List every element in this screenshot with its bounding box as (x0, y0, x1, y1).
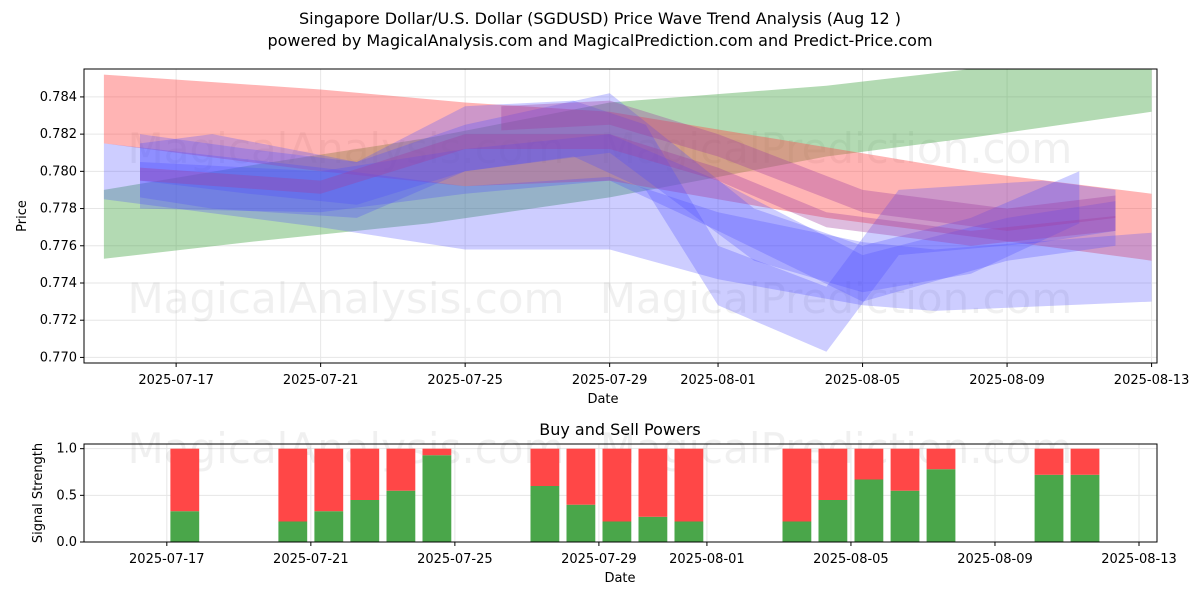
buy-sell-y-axis: 0.0 0.5 1.0 (56, 442, 84, 550)
price-y-tick-label: 0.782 (40, 127, 77, 142)
buy-sell-x-tick-label: 2025-08-13 (1101, 552, 1177, 567)
wave-band-blue (103, 143, 1152, 311)
watermark-text: MagicalAnalysis.com (128, 274, 565, 323)
buy-bar (1070, 474, 1100, 542)
buy-sell-x-axis: 2025-07-17 2025-07-21 2025-07-25 2025-07-29… (129, 542, 1177, 567)
buy-sell-plot: Buy and Sell Powers MagicalAnalysis.com M… (31, 420, 1177, 586)
buy-bar (1034, 474, 1064, 542)
buy-bar (818, 500, 848, 542)
sell-bar (674, 448, 704, 522)
price-x-tick-label: 2025-07-17 (138, 373, 214, 388)
price-x-tick-label: 2025-08-09 (969, 373, 1045, 388)
buy-sell-y-tick-label: 1.0 (56, 442, 77, 457)
buy-bar (854, 479, 884, 542)
buy-bar (386, 490, 416, 542)
sell-bar (314, 448, 344, 512)
wave-band-red (103, 74, 1152, 261)
watermark-text: MagicalPrediction.com (600, 274, 1073, 323)
price-x-axis-label: Date (587, 392, 618, 407)
sell-bar (530, 448, 560, 486)
wave-band-blue (140, 134, 1116, 302)
chart-subtitle: powered by MagicalAnalysis.com and Magic… (267, 31, 933, 50)
buy-sell-x-tick-label: 2025-08-01 (669, 552, 745, 567)
buy-sell-y-tick-label: 0.5 (56, 488, 77, 503)
buy-bar (926, 469, 956, 542)
price-x-tick-label: 2025-07-29 (572, 373, 648, 388)
wave-band-purple (501, 100, 1116, 231)
buy-sell-x-tick-label: 2025-07-17 (129, 552, 205, 567)
price-watermarks: MagicalAnalysis.com MagicalPrediction.com… (128, 124, 1073, 323)
price-y-axis-label: Price (15, 200, 30, 232)
price-x-tick-label: 2025-08-01 (680, 373, 756, 388)
price-x-axis: 2025-07-17 2025-07-21 2025-07-25 2025-07-29… (138, 363, 1189, 388)
wave-band-blue (140, 100, 1116, 352)
sell-bar (1034, 448, 1064, 475)
buy-bar (638, 516, 668, 542)
buy-bar (278, 521, 308, 542)
price-grid (84, 69, 1157, 363)
buy-bar (566, 504, 596, 542)
chart-title: Singapore Dollar/U.S. Dollar (SGDUSD) Pr… (298, 9, 902, 28)
buy-sell-x-tick-label: 2025-07-25 (417, 552, 493, 567)
price-y-tick-label: 0.774 (40, 276, 77, 291)
watermark-text: MagicalAnalysis.com (128, 424, 565, 473)
sell-bar (1070, 448, 1100, 475)
price-x-tick-label: 2025-08-13 (1114, 373, 1190, 388)
price-y-axis: 0.770 0.772 0.774 0.776 0.778 0.780 0.782 0.784 (40, 90, 84, 365)
price-y-tick-label: 0.778 (40, 202, 77, 217)
buy-sell-x-tick-label: 2025-07-29 (561, 552, 637, 567)
sell-bar (926, 448, 956, 470)
wave-band-green (103, 69, 1152, 259)
wave-band-blue (140, 93, 1080, 293)
sell-bar (422, 448, 452, 456)
buy-sell-x-tick-label: 2025-08-05 (813, 552, 889, 567)
sell-bar (350, 448, 380, 500)
buy-bar (890, 490, 920, 542)
buy-sell-x-axis-label: Date (604, 571, 635, 586)
price-plot-frame (83, 68, 1158, 364)
buy-bar (674, 521, 704, 542)
buy-sell-y-tick-label: 0.0 (56, 535, 77, 550)
price-y-tick-label: 0.770 (40, 350, 77, 365)
sell-bar (782, 448, 812, 522)
buy-bar (350, 500, 380, 542)
buy-sell-x-tick-label: 2025-07-21 (273, 552, 349, 567)
sell-bar (278, 448, 308, 522)
buy-sell-plot-frame (83, 443, 1158, 543)
price-y-tick-label: 0.780 (40, 164, 77, 179)
buy-bar (422, 455, 452, 542)
buy-sell-x-tick-label: 2025-08-09 (957, 552, 1033, 567)
price-x-tick-label: 2025-08-05 (825, 373, 901, 388)
buy-bar (602, 521, 632, 542)
price-y-tick-label: 0.776 (40, 239, 77, 254)
sell-bar (890, 448, 920, 491)
price-wave-plot: MagicalAnalysis.com MagicalPrediction.com… (15, 68, 1189, 407)
price-y-tick-label: 0.772 (40, 313, 77, 328)
watermark-text: MagicalPrediction.com (600, 124, 1073, 173)
buy-bar (782, 521, 812, 542)
buy-bar (170, 511, 200, 542)
price-x-tick-label: 2025-07-25 (427, 373, 503, 388)
sell-bar (638, 448, 668, 517)
buy-sell-bars (170, 448, 1100, 542)
sell-bar (386, 448, 416, 491)
buy-sell-title: Buy and Sell Powers (539, 420, 701, 439)
price-x-tick-label: 2025-07-21 (283, 373, 359, 388)
buy-sell-y-axis-label: Signal Strength (31, 443, 46, 543)
buy-bar (314, 511, 344, 542)
price-y-tick-label: 0.784 (40, 90, 77, 105)
sell-bar (566, 448, 596, 505)
sell-bar (854, 448, 884, 480)
sell-bar (170, 448, 200, 512)
sell-bar (602, 448, 632, 522)
wave-band-purple (140, 134, 1116, 246)
sell-bar (818, 448, 848, 500)
buy-bar (530, 486, 560, 542)
price-bands (103, 69, 1152, 352)
watermark-text: MagicalAnalysis.com (128, 124, 565, 173)
